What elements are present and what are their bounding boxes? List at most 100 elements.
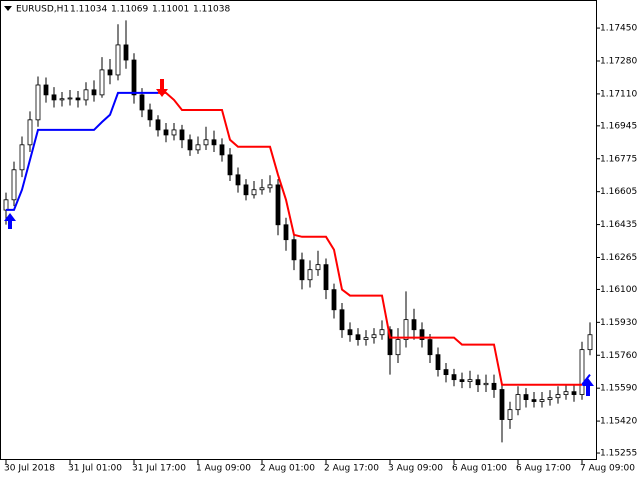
y-tick-label: 1.15930 (600, 318, 637, 328)
y-tick-label: 1.16945 (600, 121, 637, 131)
candle-body (235, 174, 241, 186)
y-tick-label: 1.16775 (600, 154, 637, 164)
candle-body (459, 379, 465, 382)
candle-body (483, 382, 489, 386)
candle-body (51, 94, 57, 101)
y-tick-label: 1.16100 (600, 285, 637, 295)
candle-body (227, 154, 233, 176)
menu-triangle[interactable] (4, 6, 12, 11)
candle-body (91, 89, 97, 96)
x-tick-label: 6 Aug 01:00 (452, 464, 507, 474)
candle-body (83, 89, 89, 101)
y-tick-label: 1.15590 (600, 384, 637, 394)
candle-body (219, 144, 225, 156)
candle-body (355, 334, 361, 340)
plot-frame (0, 0, 597, 460)
candle-body (171, 129, 177, 136)
candle-body (107, 69, 113, 76)
candle-body (187, 139, 193, 151)
header-values: 1.11034 1.11069 1.11001 1.11038 (70, 5, 230, 15)
candle-body (427, 339, 433, 356)
candle-body (139, 94, 145, 111)
candle-body (203, 139, 209, 146)
candle-body (11, 169, 17, 201)
candle-body (563, 391, 569, 395)
header-value: 1.11001 (152, 5, 189, 15)
candle-body (115, 44, 121, 76)
candle-body (99, 69, 105, 96)
header-value: 1.11069 (111, 5, 148, 15)
x-tick-label: 31 Jul 17:00 (132, 464, 186, 474)
candle-body (435, 354, 441, 370)
indicator-line (6, 91, 591, 386)
candle-body (523, 394, 529, 400)
x-tick-label: 31 Jul 01:00 (68, 464, 122, 474)
x-tick-label: 6 Aug 17:00 (516, 464, 571, 474)
y-tick-label: 1.15255 (600, 449, 637, 459)
candle-body (403, 319, 409, 340)
candle-body (43, 84, 49, 96)
candle-body (299, 259, 305, 281)
candle-body (499, 389, 505, 420)
candle-body (195, 144, 201, 151)
candle-body (531, 399, 537, 402)
candle-body (539, 399, 545, 402)
candle-body (155, 119, 161, 131)
buy-arrow (4, 213, 16, 229)
candle-body (211, 139, 217, 146)
candle-body (267, 184, 273, 189)
candle-body (587, 334, 593, 351)
candle-body (387, 329, 393, 356)
sell-arrow (156, 79, 168, 97)
candle-body (339, 309, 345, 331)
chart-title: EURUSD,H1 (16, 5, 69, 15)
header-value: 1.11038 (193, 5, 230, 15)
y-tick-label: 1.16265 (600, 253, 637, 263)
candle-body (411, 319, 417, 331)
indicator-line (158, 91, 582, 386)
candle-body (35, 84, 41, 121)
x-tick-label: 30 Jul 2018 (4, 464, 55, 474)
x-tick-label: 1 Aug 09:00 (196, 464, 251, 474)
candle-body (59, 98, 65, 101)
candle-body (475, 379, 481, 386)
candle-body (67, 97, 73, 100)
candle-body (283, 224, 289, 241)
candle-body (163, 129, 169, 136)
candle-body (579, 349, 585, 395)
x-tick-label: 3 Aug 09:00 (388, 464, 443, 474)
candle-body (395, 339, 401, 356)
candle-body (547, 397, 553, 400)
candle-body (259, 187, 265, 191)
candle-body (491, 382, 497, 390)
candle-body (371, 334, 377, 339)
candle-body (27, 119, 33, 146)
buy-arrow (582, 378, 594, 396)
candle-body (379, 329, 385, 336)
candle-body (123, 44, 129, 61)
candle-body (331, 289, 337, 311)
candle-body (251, 189, 257, 196)
header-value: 1.11034 (70, 5, 107, 15)
candle-body (363, 337, 369, 340)
y-tick-label: 1.16605 (600, 187, 637, 197)
candle-body (291, 239, 297, 261)
candle-body (323, 264, 329, 291)
y-tick-label: 1.17450 (600, 24, 637, 34)
y-tick-label: 1.15760 (600, 351, 637, 361)
x-tick-label: 2 Aug 17:00 (324, 464, 379, 474)
candle-body (515, 394, 521, 411)
candle-body (131, 59, 137, 96)
candle-body (507, 409, 513, 420)
candle-body (467, 379, 473, 382)
x-tick-label: 7 Aug 09:00 (580, 464, 635, 474)
y-tick-label: 1.17280 (600, 56, 637, 66)
candle-body (243, 184, 249, 196)
candle-body (19, 144, 25, 171)
candle-body (315, 264, 321, 271)
y-tick-label: 1.16435 (600, 220, 637, 230)
candle-body (275, 184, 281, 226)
candle-body (443, 369, 449, 376)
candle-body (75, 97, 81, 101)
candle-body (451, 374, 457, 381)
